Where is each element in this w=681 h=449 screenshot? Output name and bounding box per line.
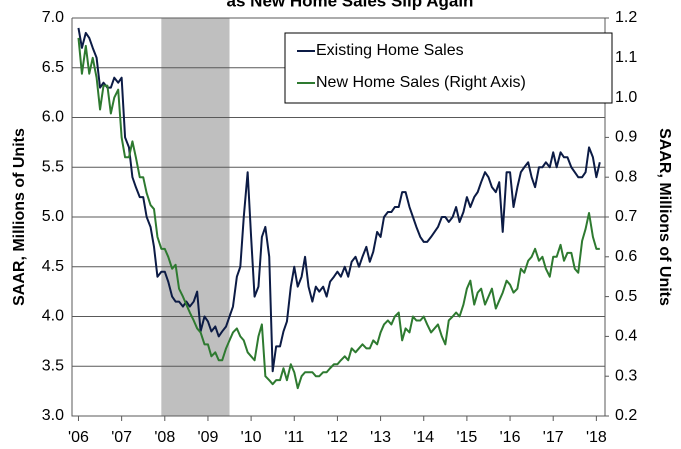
y2-tick-label: 0.7 [615,208,637,225]
legend-box [284,32,613,104]
legend-label: Existing Home Sales [316,42,464,59]
x-tick-label: '08 [154,429,175,446]
y-tick-label: 5.5 [42,158,64,175]
y2-tick-label: 0.8 [615,168,637,185]
y2-tick-label: 0.2 [615,407,637,424]
chart-title: as New Home Sales Slip Again [227,0,474,10]
y2-tick-label: 0.5 [615,288,637,305]
axis-frame [71,18,606,417]
y-tick-label: 5.0 [42,208,64,225]
x-tick-label: '18 [586,429,607,446]
y2-tick-label: 1.2 [615,9,637,26]
x-tick-label: '15 [456,429,477,446]
x-tick-label: '10 [241,429,262,446]
x-tick-label: '11 [284,429,304,446]
y2-tick-label: 0.4 [615,328,637,345]
series-line [77,27,601,373]
x-tick-label: '16 [500,429,521,446]
x-tick-label: '12 [327,429,348,446]
y-axis-label: SAAR, Millions of Units [11,128,28,306]
y2-tick-label: 0.9 [615,129,637,146]
y-tick-label: 3.0 [42,407,64,424]
y-tick-label: 6.5 [42,59,64,76]
x-tick-label: '09 [198,429,219,446]
y-tick-label: 3.5 [42,357,64,374]
y2-tick-label: 0.3 [615,367,637,384]
x-tick-label: '14 [413,429,434,446]
x-tick-label: '17 [543,429,564,446]
y2-tick-label: 1.0 [615,89,637,106]
y-tick-label: 4.5 [42,258,64,275]
y2-tick-label: 0.6 [615,248,637,265]
x-tick-label: '13 [370,429,391,446]
y2-tick-label: 1.1 [615,49,637,66]
x-tick-label: '06 [68,429,89,446]
series-line [77,37,600,390]
y2-axis-label: SAAR, Millions of Units [656,128,673,306]
legend-label: New Home Sales (Right Axis) [316,74,526,91]
y-tick-label: 4.0 [42,308,64,325]
y-tick-label: 7.0 [42,9,64,26]
y-tick-label: 6.0 [42,109,64,126]
x-tick-label: '07 [111,429,132,446]
